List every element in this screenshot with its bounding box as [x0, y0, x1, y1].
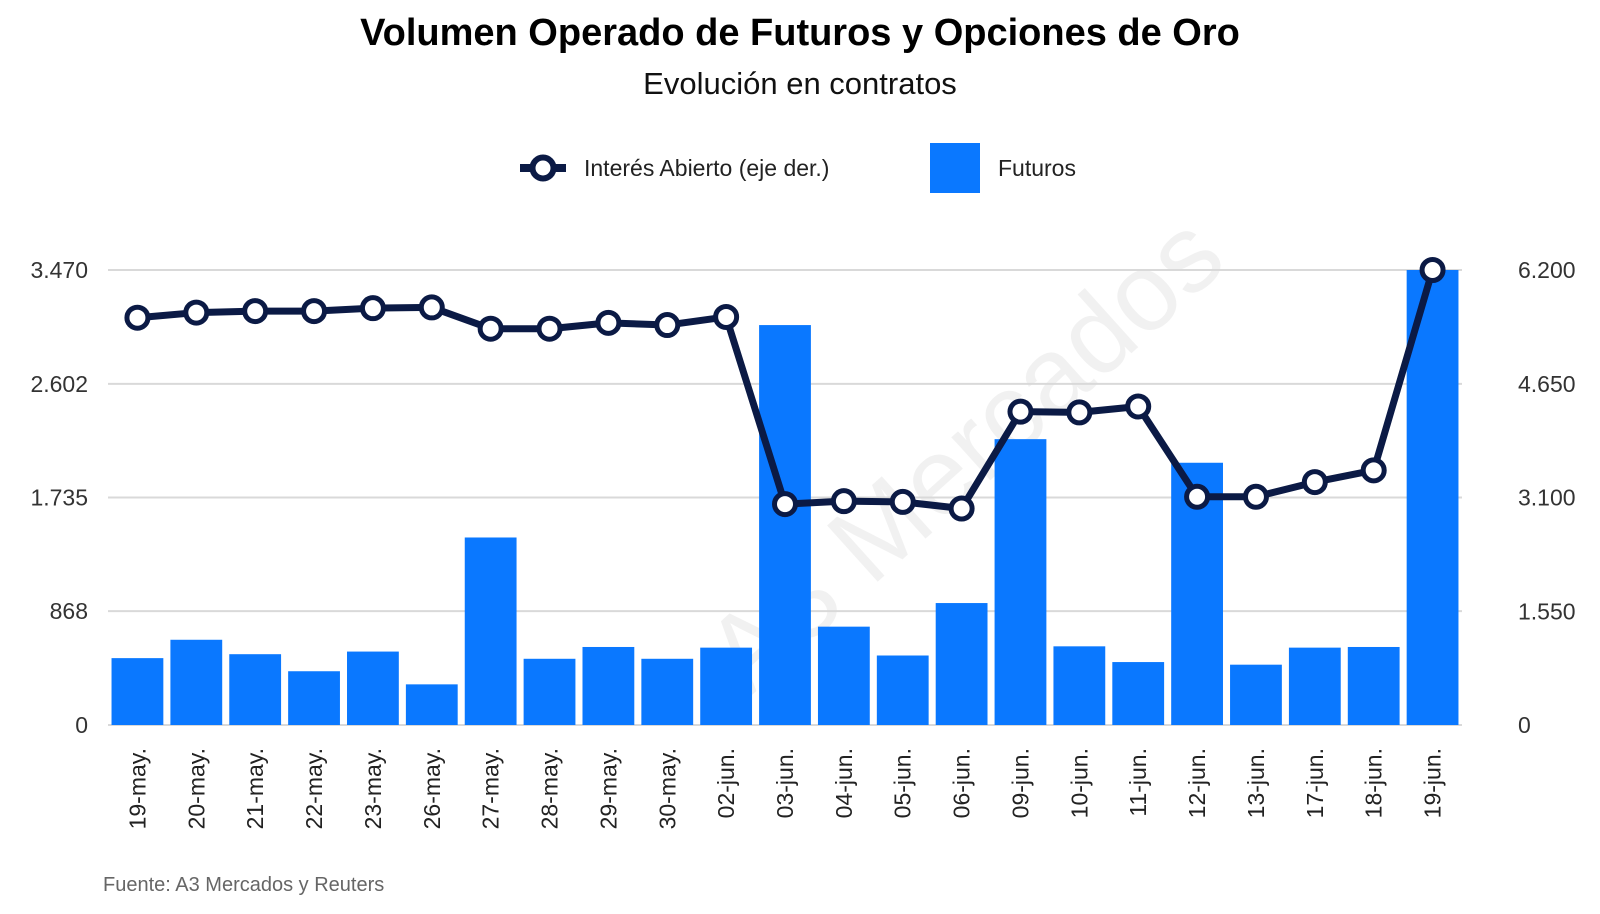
bar-futuros — [817, 626, 870, 725]
x-tick-label: 26-may. — [419, 748, 445, 829]
point-interes-abierto — [948, 495, 975, 522]
chart-subtitle: Evolución en contratos — [643, 66, 957, 101]
point-interes-abierto — [183, 299, 210, 326]
point-interes-abierto — [418, 294, 445, 321]
y-left-tick-label: 3.470 — [30, 257, 88, 283]
x-tick-label: 21-may. — [242, 748, 268, 829]
bar-futuros — [523, 658, 576, 725]
x-tick-label: 22-may. — [301, 748, 327, 829]
x-tick-label: 06-jun. — [949, 748, 975, 818]
bar-futuros — [1112, 662, 1165, 725]
bar-futuros — [229, 654, 282, 725]
y-left-tick-label: 1.735 — [30, 485, 88, 511]
bar-futuros — [876, 655, 929, 725]
bar-futuros — [111, 658, 164, 725]
y-left-tick-label: 2.602 — [30, 371, 88, 397]
y-right-tick-label: 1.550 — [1518, 598, 1576, 624]
bar-futuros — [170, 639, 223, 725]
point-interes-abierto — [1360, 457, 1387, 484]
point-interes-abierto — [477, 315, 504, 342]
point-interes-abierto — [536, 315, 563, 342]
y-left-tick-label: 868 — [50, 598, 88, 624]
point-interes-abierto — [1125, 393, 1152, 420]
bar-futuros — [288, 671, 340, 725]
y-right-tick-label: 6.200 — [1518, 257, 1576, 283]
x-tick-label: 03-jun. — [772, 748, 798, 818]
point-interes-abierto — [242, 298, 269, 325]
point-interes-abierto — [359, 295, 386, 322]
legend-line-marker-icon — [520, 154, 566, 182]
x-tick-label: 17-jun. — [1302, 748, 1328, 818]
legend-bar-swatch — [930, 143, 980, 193]
bar-futuros — [1230, 664, 1282, 725]
bar-futuros — [641, 658, 694, 725]
point-interes-abierto — [1007, 398, 1034, 425]
point-interes-abierto — [595, 309, 622, 336]
x-tick-label: 04-jun. — [831, 748, 857, 818]
legend-item-futuros: Futuros — [930, 142, 1076, 194]
y-right-tick-label: 3.100 — [1518, 485, 1576, 511]
x-tick-label: 19-may. — [124, 748, 150, 829]
bar-futuros — [1053, 646, 1106, 725]
bar-futuros — [1406, 270, 1459, 725]
x-tick-label: 02-jun. — [713, 748, 739, 818]
bar-futuros — [700, 647, 753, 725]
bar-futuros — [1288, 647, 1341, 725]
bar-futuros — [405, 684, 458, 725]
x-tick-label: 19-jun. — [1420, 748, 1446, 818]
point-interes-abierto — [1066, 399, 1093, 426]
point-interes-abierto — [772, 491, 798, 518]
x-tick-label: 30-may. — [654, 748, 680, 829]
legend-label-interes-abierto: Interés Abierto (eje der.) — [584, 154, 830, 181]
x-tick-label: 29-may. — [595, 748, 621, 829]
point-interes-abierto — [1301, 469, 1328, 496]
bar-futuros — [759, 325, 811, 725]
bar-futuros — [994, 439, 1047, 725]
legend: Interés Abierto (eje der.) Futuros — [0, 142, 1600, 194]
x-tick-label: 20-may. — [183, 748, 209, 829]
bar-futuros — [935, 603, 988, 725]
point-interes-abierto — [713, 303, 740, 330]
x-tick-label: 09-jun. — [1007, 748, 1033, 818]
point-interes-abierto — [654, 312, 681, 339]
x-tick-label: 27-may. — [478, 748, 504, 829]
x-tick-label: 11-jun. — [1125, 748, 1151, 817]
point-interes-abierto — [301, 298, 328, 325]
x-tick-label: 12-jun. — [1184, 748, 1210, 818]
x-tick-label: 18-jun. — [1361, 748, 1387, 818]
point-interes-abierto — [830, 488, 857, 515]
x-tick-label: 05-jun. — [890, 748, 916, 818]
bar-futuros — [582, 646, 635, 725]
point-interes-abierto — [889, 488, 916, 515]
legend-label-futuros: Futuros — [998, 154, 1076, 181]
y-right-tick-label: 0 — [1518, 712, 1531, 738]
y-right-tick-label: 4.650 — [1518, 371, 1576, 397]
x-tick-label: 28-may. — [537, 748, 563, 829]
bar-futuros — [464, 537, 517, 725]
x-tick-label: 13-jun. — [1243, 748, 1269, 818]
legend-item-interes-abierto: Interés Abierto (eje der.) — [520, 142, 829, 194]
bar-futuros — [347, 651, 399, 725]
source-note: Fuente: A3 Mercados y Reuters — [103, 874, 385, 896]
y-left-tick-label: 0 — [75, 712, 88, 738]
bar-futuros — [1347, 646, 1400, 725]
point-interes-abierto — [1242, 483, 1269, 510]
point-interes-abierto — [124, 304, 151, 331]
chart-title: Volumen Operado de Futuros y Opciones de… — [360, 12, 1240, 54]
point-interes-abierto — [1184, 483, 1211, 510]
x-tick-label: 23-may. — [360, 748, 386, 829]
point-interes-abierto — [1419, 257, 1446, 283]
x-tick-label: 10-jun. — [1066, 748, 1092, 818]
